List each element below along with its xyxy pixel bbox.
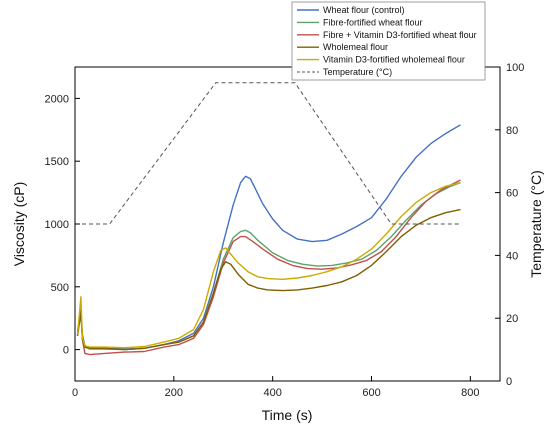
- x-tick-label: 0: [72, 387, 78, 399]
- legend-box: [291, 1, 486, 81]
- left-y-axis: 0 500 1000 1500 2000: [45, 93, 80, 357]
- plot-series-layer: [75, 82, 461, 356]
- x-tick-label: 800: [461, 387, 479, 399]
- legend-label-4: Wholemeal flour: [323, 42, 388, 52]
- right-y-axis: 0 20 40 60 80 100: [495, 62, 524, 388]
- x-tick-label: 600: [362, 387, 380, 399]
- left-y-tick-label: 500: [51, 282, 69, 294]
- left-y-tick-label: 2000: [45, 93, 69, 105]
- left-y-axis-title: Viscosity (cP): [11, 182, 27, 267]
- left-y-tick-label: 1000: [45, 219, 69, 231]
- left-y-tick-label: 0: [63, 345, 69, 357]
- series-line-4: [76, 208, 461, 351]
- right-y-tick-label: 40: [506, 250, 518, 262]
- right-y-tick-label: 20: [506, 313, 518, 325]
- left-y-tick-label: 1500: [45, 156, 69, 168]
- right-y-tick-label: 0: [506, 376, 512, 388]
- legend-label-3: Fibre + Vitamin D3-fortified wheat flour: [323, 30, 477, 40]
- x-axis-title: Time (s): [262, 407, 313, 423]
- right-y-axis-title: Temperature (°C): [528, 170, 544, 278]
- legend-label-6: Temperature (°C): [323, 67, 392, 77]
- right-y-tick-label: 60: [506, 188, 518, 200]
- series-line-6: [75, 82, 461, 225]
- x-axis: 0 200 400 600 800: [72, 376, 480, 399]
- legend: Wheat flour (control) Fibre-fortified whe…: [291, 1, 486, 81]
- series-line-1: [76, 124, 461, 350]
- x-tick-label: 200: [165, 387, 183, 399]
- legend-label-5: Vitamin D3-fortified wholemeal flour: [323, 55, 465, 65]
- right-y-tick-label: 80: [506, 125, 518, 137]
- right-y-tick-label: 100: [506, 62, 524, 74]
- series-line-2: [76, 181, 461, 351]
- legend-label-1: Wheat flour (control): [323, 5, 405, 15]
- series-line-3: [76, 179, 461, 356]
- legend-label-2: Fibre-fortified wheat flour: [323, 17, 423, 27]
- x-tick-label: 400: [263, 387, 281, 399]
- series-line-5: [76, 181, 461, 349]
